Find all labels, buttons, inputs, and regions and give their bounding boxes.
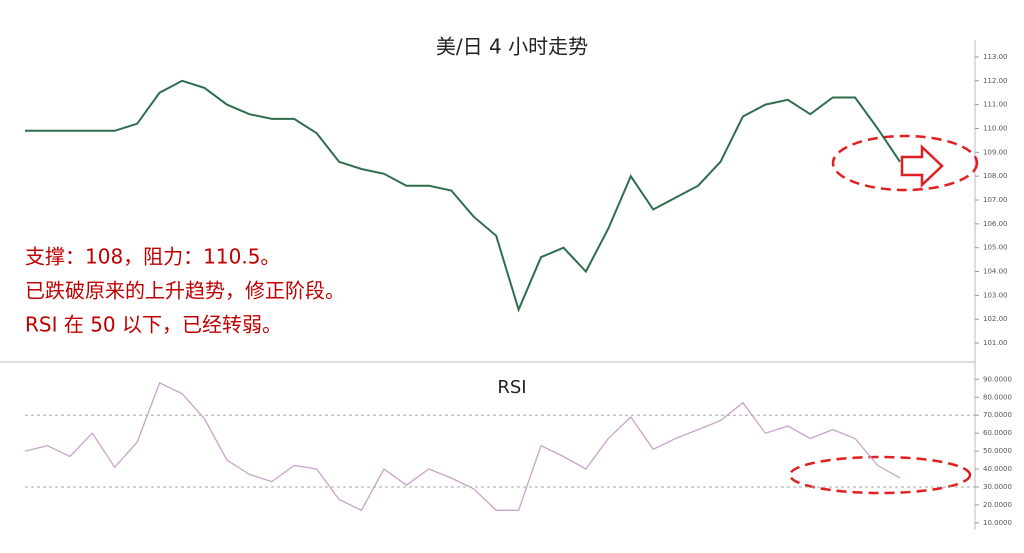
y-tick-label: 80.0000: [983, 393, 1012, 401]
y-tick-label: 107.00: [983, 196, 1008, 204]
annotation: 支撑：108，阻力：110.5。: [25, 245, 280, 269]
y-tick-label: 40.0000: [983, 465, 1012, 473]
annotation: 已跌破原来的上升趋势，修正阶段。: [25, 279, 345, 303]
y-tick-label: 113.00: [983, 53, 1008, 61]
y-tick-label: 104.00: [983, 268, 1008, 276]
y-tick-label: 103.00: [983, 291, 1008, 299]
annotation: RSI 在 50 以下，已经转弱。: [25, 313, 282, 337]
y-tick-label: 102.00: [983, 315, 1008, 323]
y-tick-label: 101.00: [983, 339, 1008, 347]
y-tick-label: 30.0000: [983, 483, 1012, 491]
y-tick-label: 70.0000: [983, 411, 1012, 419]
y-tick-label: 110.00: [983, 124, 1008, 132]
y-tick-label: 60.0000: [983, 429, 1012, 437]
y-tick-label: 106.00: [983, 220, 1008, 228]
highlight-ellipse: [831, 134, 979, 192]
data-line: [24, 382, 901, 512]
y-tick-label: 105.00: [983, 244, 1008, 252]
y-tick-label: 20.0000: [983, 501, 1012, 509]
y-tick-label: 10.0000: [983, 519, 1012, 527]
data-line: [25, 79, 901, 313]
y-tick-label: 90.0000: [983, 375, 1012, 383]
panel-title: RSI: [497, 377, 526, 398]
y-tick-label: 50.0000: [983, 447, 1012, 455]
y-tick-label: 111.00: [983, 101, 1008, 109]
highlight-ellipse: [788, 455, 972, 495]
y-tick-label: 112.00: [983, 77, 1008, 85]
arrow: [900, 144, 944, 188]
y-tick-label: 109.00: [983, 148, 1008, 156]
chart-title: 美/日 4 小时走势: [436, 35, 588, 59]
y-tick-label: 108.00: [983, 172, 1008, 180]
